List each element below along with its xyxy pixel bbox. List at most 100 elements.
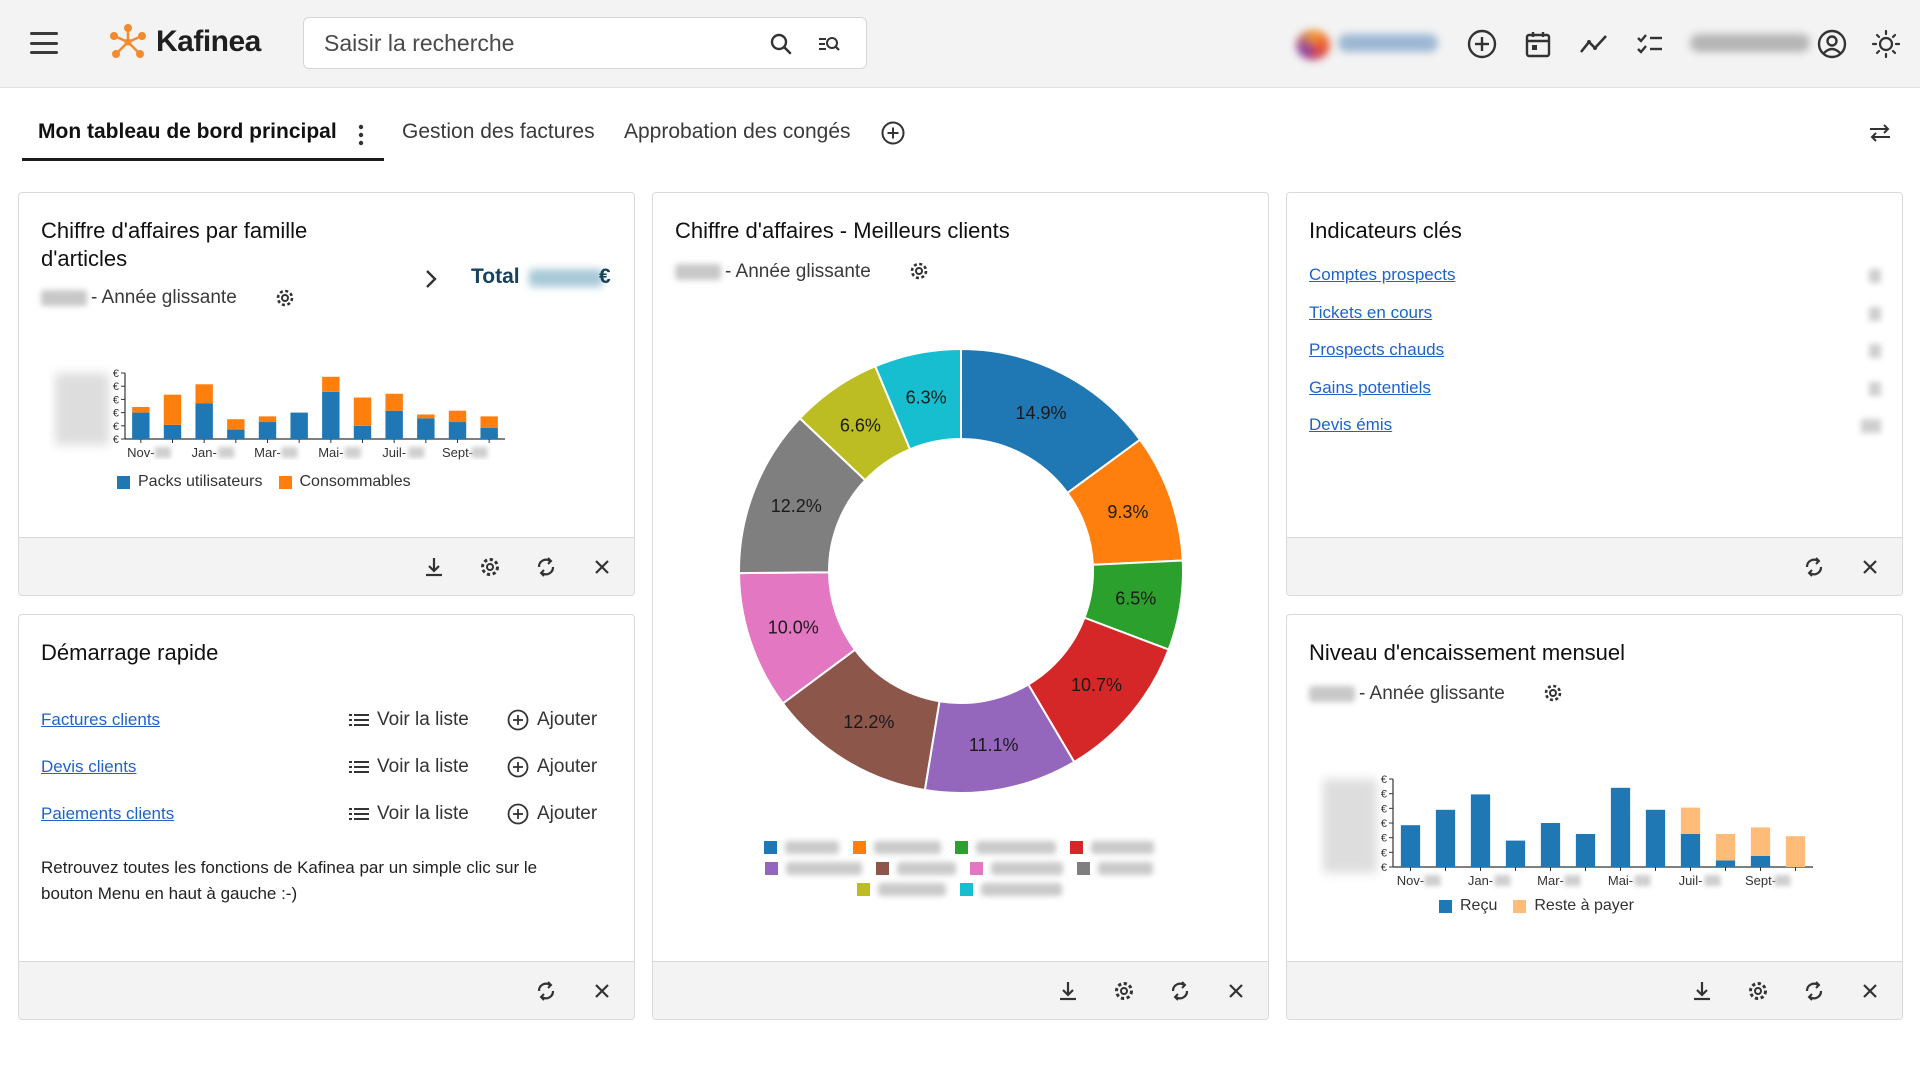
bar-primary[interactable]	[290, 412, 308, 439]
donut-slice[interactable]	[873, 347, 962, 451]
company-name[interactable]	[1338, 34, 1438, 52]
bar-primary[interactable]	[1610, 787, 1631, 867]
add-button[interactable]: Ajouter	[507, 803, 597, 825]
bar-primary[interactable]	[385, 410, 403, 439]
add-button[interactable]: Ajouter	[507, 709, 597, 731]
search-icon[interactable]	[768, 31, 794, 57]
settings-gear-icon[interactable]	[1109, 976, 1139, 1006]
bar-primary[interactable]	[417, 418, 435, 439]
bar-secondary[interactable]	[1785, 836, 1806, 867]
kpi-link-open-tickets[interactable]: Tickets en cours	[1309, 303, 1433, 322]
legend-item[interactable]	[876, 862, 956, 875]
kpi-link-hot-prospects[interactable]: Prospects chauds	[1309, 340, 1445, 359]
legend-item[interactable]	[959, 883, 1062, 896]
bar-secondary[interactable]	[448, 410, 467, 423]
bar-primary[interactable]	[1575, 834, 1596, 867]
legend-item[interactable]	[955, 841, 1056, 854]
chevron-right-icon[interactable]	[421, 267, 441, 291]
refresh-icon[interactable]	[1799, 552, 1829, 582]
bar-primary[interactable]	[1435, 809, 1456, 867]
kpi-link-potential-gains[interactable]: Gains potentiels	[1309, 378, 1431, 397]
kpi-link-quotes-issued[interactable]: Devis émis	[1309, 415, 1393, 434]
bar-primary[interactable]	[448, 422, 467, 439]
view-list-button[interactable]: Voir la liste	[349, 709, 469, 731]
bar-primary[interactable]	[227, 429, 245, 439]
bar-primary[interactable]	[163, 424, 182, 439]
settings-gear-icon[interactable]	[475, 552, 505, 582]
app-logo[interactable]: Kafinea	[106, 22, 261, 62]
swap-arrows-icon[interactable]	[1866, 120, 1894, 146]
bar-primary[interactable]	[1400, 825, 1421, 867]
settings-gear-icon[interactable]	[1743, 976, 1773, 1006]
bar-primary[interactable]	[1540, 823, 1561, 867]
period-settings-icon[interactable]	[273, 286, 297, 310]
bar-primary[interactable]	[1470, 794, 1491, 867]
bar-primary[interactable]	[322, 391, 340, 439]
menu-icon[interactable]	[30, 32, 58, 54]
tab-invoices[interactable]: Gestion des factures	[402, 120, 595, 143]
refresh-icon[interactable]	[531, 552, 561, 582]
bar-primary[interactable]	[480, 427, 498, 439]
add-button[interactable]: Ajouter	[507, 756, 597, 778]
tab-main-dashboard[interactable]: Mon tableau de bord principal	[38, 120, 337, 143]
tab-more-icon[interactable]	[352, 122, 370, 148]
bar-secondary[interactable]	[163, 394, 182, 425]
kpi-link-prospect-accounts[interactable]: Comptes prospects	[1309, 265, 1456, 284]
bar-secondary[interactable]	[195, 384, 213, 404]
legend-item[interactable]	[764, 841, 839, 854]
legend-item[interactable]	[1077, 862, 1153, 875]
period-settings-icon[interactable]	[1541, 681, 1565, 705]
bar-secondary[interactable]	[227, 419, 245, 430]
bar-primary[interactable]	[1715, 860, 1736, 867]
advanced-search-icon[interactable]	[816, 31, 842, 57]
bar-primary[interactable]	[353, 425, 372, 439]
period-settings-icon[interactable]	[907, 259, 931, 283]
download-icon[interactable]	[1053, 976, 1083, 1006]
link-client-quotes[interactable]: Devis clients	[41, 757, 137, 776]
company-logo[interactable]	[1296, 30, 1330, 60]
user-name[interactable]	[1690, 34, 1810, 52]
close-icon[interactable]	[587, 976, 617, 1006]
bar-primary[interactable]	[1750, 856, 1771, 867]
bar-secondary[interactable]	[1680, 807, 1701, 834]
tab-leave-approval[interactable]: Approbation des congés	[624, 120, 851, 143]
tasks-checklist-icon[interactable]	[1634, 28, 1666, 60]
bar-primary[interactable]	[132, 412, 150, 439]
bar-primary[interactable]	[1645, 809, 1666, 867]
view-list-button[interactable]: Voir la liste	[349, 803, 469, 825]
search-input[interactable]	[324, 30, 744, 57]
refresh-icon[interactable]	[531, 976, 561, 1006]
bar-secondary[interactable]	[258, 416, 277, 423]
analytics-icon[interactable]	[1578, 28, 1610, 60]
calendar-icon[interactable]	[1522, 28, 1554, 60]
download-icon[interactable]	[419, 552, 449, 582]
bar-secondary[interactable]	[480, 416, 498, 428]
bar-secondary[interactable]	[385, 393, 403, 411]
bar-secondary[interactable]	[1715, 834, 1736, 861]
legend-item[interactable]	[1070, 841, 1154, 854]
link-client-payments[interactable]: Paiements clients	[41, 804, 175, 823]
refresh-icon[interactable]	[1165, 976, 1195, 1006]
close-icon[interactable]	[1855, 976, 1885, 1006]
close-icon[interactable]	[1855, 552, 1885, 582]
legend-item[interactable]	[853, 841, 941, 854]
bar-secondary[interactable]	[1750, 827, 1771, 856]
view-list-button[interactable]: Voir la liste	[349, 756, 469, 778]
legend-item[interactable]	[970, 862, 1063, 875]
add-tab-icon[interactable]	[880, 120, 906, 146]
link-client-invoices[interactable]: Factures clients	[41, 710, 161, 729]
refresh-icon[interactable]	[1799, 976, 1829, 1006]
bar-primary[interactable]	[195, 403, 213, 439]
close-icon[interactable]	[587, 552, 617, 582]
bar-secondary[interactable]	[132, 406, 150, 413]
bar-primary[interactable]	[1680, 834, 1701, 867]
bar-primary[interactable]	[1505, 840, 1526, 867]
bar-secondary[interactable]	[417, 414, 435, 419]
legend-item[interactable]	[856, 883, 946, 896]
legend-item[interactable]	[765, 862, 862, 875]
add-circle-icon[interactable]	[1466, 28, 1498, 60]
user-account-icon[interactable]	[1816, 28, 1848, 60]
bar-secondary[interactable]	[322, 376, 340, 392]
theme-sun-icon[interactable]	[1870, 28, 1902, 60]
download-icon[interactable]	[1687, 976, 1717, 1006]
